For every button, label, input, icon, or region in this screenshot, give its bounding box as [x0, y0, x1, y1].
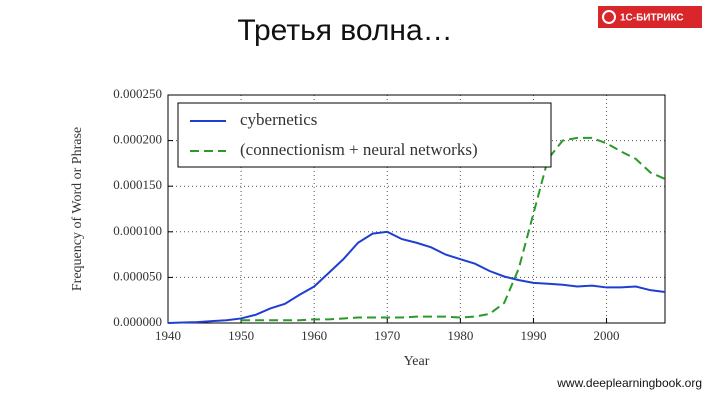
logo-badge — [598, 6, 702, 28]
line-series — [167, 230, 666, 324]
logo-text: 1С-БИТРИКС — [620, 13, 684, 24]
source-url: www.deeplearningbook.org — [556, 376, 702, 390]
y-tick-label: 0.000150 — [113, 177, 162, 192]
x-tick-label: 1940 — [155, 328, 181, 343]
x-tick-label: 1970 — [374, 328, 400, 343]
plot-frame — [167, 94, 666, 324]
y-tick-label: 0.000100 — [113, 223, 162, 238]
x-tick-label: 1980 — [447, 328, 473, 343]
legend-label: cybernetics — [240, 110, 317, 129]
logo-icon — [602, 10, 616, 24]
x-axis-label: Year — [404, 354, 430, 369]
chart: 0.000000 0.000050 0.000100 0.000150 0.000200… — [70, 86, 666, 369]
x-tick-label: 2000 — [594, 328, 620, 343]
x-tick-label: 1950 — [228, 328, 254, 343]
y-tick-label: 0.000050 — [113, 268, 162, 283]
y-tick-label: 0.000200 — [113, 132, 162, 147]
x-tick-label: 1990 — [520, 328, 546, 343]
y-tick-label: 0.000250 — [113, 86, 162, 101]
slide-title: Третья волна… — [237, 14, 452, 47]
legend-label: (connectionism + neural networks) — [240, 140, 478, 159]
legend-box — [177, 102, 552, 168]
x-tick-label: 1960 — [301, 328, 327, 343]
line-series — [241, 136, 666, 322]
y-tick-label: 0.000000 — [113, 314, 162, 329]
y-axis-label: Frequency of Word or Phrase — [70, 127, 85, 291]
